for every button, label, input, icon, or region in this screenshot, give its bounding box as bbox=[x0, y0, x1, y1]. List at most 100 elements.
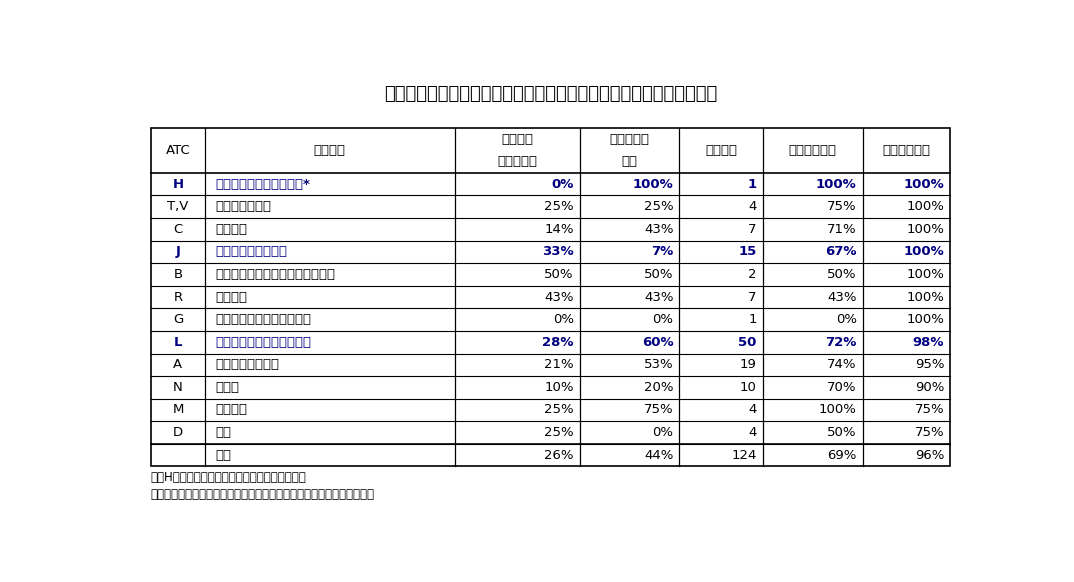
Text: M: M bbox=[172, 403, 184, 417]
Text: 4: 4 bbox=[749, 403, 757, 417]
Text: H: H bbox=[173, 178, 184, 191]
Text: 44%: 44% bbox=[644, 449, 673, 462]
Text: 28%: 28% bbox=[542, 336, 574, 349]
Text: 75%: 75% bbox=[827, 200, 857, 213]
Text: 分類不明等のため、表１の同年分類医薬品の合計値と一致しない。: 分類不明等のため、表１の同年分類医薬品の合計値と一致しない。 bbox=[150, 488, 375, 501]
Text: 72%: 72% bbox=[825, 336, 857, 349]
Text: 20%: 20% bbox=[644, 381, 673, 394]
Text: 0%: 0% bbox=[653, 313, 673, 326]
Text: 50%: 50% bbox=[827, 426, 857, 439]
Text: 4: 4 bbox=[749, 200, 757, 213]
Text: 全身性のホルモン調節剤*: 全身性のホルモン調節剤* bbox=[215, 178, 310, 191]
Text: 2: 2 bbox=[749, 268, 757, 281]
Text: 25%: 25% bbox=[545, 200, 574, 213]
Text: 75%: 75% bbox=[914, 426, 944, 439]
Text: 43%: 43% bbox=[545, 290, 574, 304]
Text: 50%: 50% bbox=[545, 268, 574, 281]
Text: 43%: 43% bbox=[644, 223, 673, 236]
Text: 消化管および代謝: 消化管および代謝 bbox=[215, 359, 279, 371]
Text: 4: 4 bbox=[749, 426, 757, 439]
Text: 43%: 43% bbox=[644, 290, 673, 304]
Text: 筋骨格系: 筋骨格系 bbox=[215, 403, 247, 417]
Text: 7: 7 bbox=[749, 290, 757, 304]
Text: 100%: 100% bbox=[906, 268, 944, 281]
Text: 95%: 95% bbox=[915, 359, 944, 371]
Text: 合計: 合計 bbox=[215, 449, 231, 462]
Text: 100%: 100% bbox=[906, 200, 944, 213]
Text: 指定: 指定 bbox=[622, 155, 638, 168]
Text: 血液、および血液を生成する器官: 血液、および血液を生成する器官 bbox=[215, 268, 335, 281]
Text: 10: 10 bbox=[740, 381, 757, 394]
Text: 付録　表２　日本または欧州で米国と同年承認（欧州での承認率順）: 付録 表２ 日本または欧州で米国と同年承認（欧州での承認率順） bbox=[383, 86, 717, 104]
Text: 100%: 100% bbox=[903, 178, 944, 191]
Text: 70%: 70% bbox=[827, 381, 857, 394]
Text: N: N bbox=[173, 381, 183, 394]
Text: R: R bbox=[173, 290, 183, 304]
Text: 69%: 69% bbox=[827, 449, 857, 462]
Text: 7%: 7% bbox=[651, 246, 673, 258]
Text: 25%: 25% bbox=[644, 200, 673, 213]
Text: 欧州の承認率: 欧州の承認率 bbox=[882, 144, 930, 157]
Text: 14%: 14% bbox=[545, 223, 574, 236]
Text: 循環器系: 循環器系 bbox=[215, 223, 247, 236]
Text: 60%: 60% bbox=[642, 336, 673, 349]
Text: ATC: ATC bbox=[165, 144, 190, 157]
Text: 0%: 0% bbox=[553, 313, 574, 326]
Text: 全身性の抗感染症薬: 全身性の抗感染症薬 bbox=[215, 246, 287, 258]
Text: G: G bbox=[173, 313, 183, 326]
Text: T,V: T,V bbox=[168, 200, 189, 213]
Text: 1: 1 bbox=[749, 313, 757, 326]
Text: 注　H分類では、性ホルモンとインスリンを除く: 注 H分類では、性ホルモンとインスリンを除く bbox=[150, 471, 307, 484]
Text: オーファン: オーファン bbox=[610, 133, 650, 146]
Text: 90%: 90% bbox=[915, 381, 944, 394]
Text: 53%: 53% bbox=[644, 359, 673, 371]
Text: 100%: 100% bbox=[903, 246, 944, 258]
Text: 21%: 21% bbox=[545, 359, 574, 371]
Text: 医薬品数: 医薬品数 bbox=[705, 144, 737, 157]
Text: スルー指定: スルー指定 bbox=[497, 155, 537, 168]
Text: 0%: 0% bbox=[551, 178, 574, 191]
Text: 100%: 100% bbox=[818, 403, 857, 417]
Bar bbox=[150, 128, 949, 466]
Text: 100%: 100% bbox=[906, 290, 944, 304]
Text: 日本の承認率: 日本の承認率 bbox=[788, 144, 837, 157]
Text: 15: 15 bbox=[739, 246, 757, 258]
Text: J: J bbox=[175, 246, 180, 258]
Text: 100%: 100% bbox=[906, 223, 944, 236]
Text: 皮膚: 皮膚 bbox=[215, 426, 231, 439]
Text: 25%: 25% bbox=[545, 403, 574, 417]
Text: 0%: 0% bbox=[653, 426, 673, 439]
Text: 50%: 50% bbox=[644, 268, 673, 281]
Text: D: D bbox=[173, 426, 183, 439]
Text: L: L bbox=[174, 336, 183, 349]
Text: 1: 1 bbox=[748, 178, 757, 191]
Text: A: A bbox=[173, 359, 183, 371]
Text: 抗悪性腫瘍薬、免疫調節剤: 抗悪性腫瘍薬、免疫調節剤 bbox=[215, 336, 311, 349]
Text: 75%: 75% bbox=[644, 403, 673, 417]
Text: 75%: 75% bbox=[914, 403, 944, 417]
Text: ブレーク: ブレーク bbox=[502, 133, 533, 146]
Text: 10%: 10% bbox=[545, 381, 574, 394]
Text: 診断薬、その他: 診断薬、その他 bbox=[215, 200, 271, 213]
Text: 7: 7 bbox=[749, 223, 757, 236]
Text: 0%: 0% bbox=[836, 313, 857, 326]
Text: 25%: 25% bbox=[545, 426, 574, 439]
Text: 19: 19 bbox=[740, 359, 757, 371]
Text: 96%: 96% bbox=[915, 449, 944, 462]
Text: 呼吸器系: 呼吸器系 bbox=[215, 290, 247, 304]
Text: 100%: 100% bbox=[633, 178, 673, 191]
Text: 98%: 98% bbox=[913, 336, 944, 349]
Text: C: C bbox=[173, 223, 183, 236]
Text: 33%: 33% bbox=[542, 246, 574, 258]
Text: 100%: 100% bbox=[906, 313, 944, 326]
Text: B: B bbox=[173, 268, 183, 281]
Text: 神経系: 神経系 bbox=[215, 381, 240, 394]
Text: 71%: 71% bbox=[827, 223, 857, 236]
Text: 74%: 74% bbox=[827, 359, 857, 371]
Text: 124: 124 bbox=[731, 449, 757, 462]
Text: 26%: 26% bbox=[545, 449, 574, 462]
Text: 67%: 67% bbox=[825, 246, 857, 258]
Text: 100%: 100% bbox=[816, 178, 857, 191]
Text: 50: 50 bbox=[739, 336, 757, 349]
Text: 43%: 43% bbox=[827, 290, 857, 304]
